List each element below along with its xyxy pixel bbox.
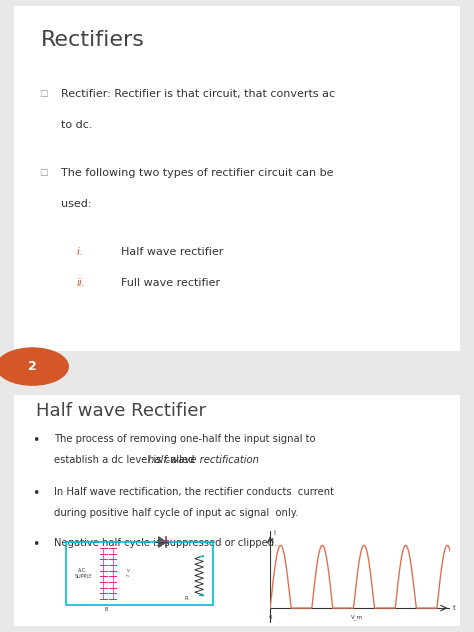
Text: The following two types of rectifier circuit can be: The following two types of rectifier cir… [61, 168, 334, 178]
Text: ii.: ii. [77, 279, 86, 288]
Text: half-wave rectification: half-wave rectification [148, 455, 259, 465]
Text: Half wave Rectifier: Half wave Rectifier [36, 402, 207, 420]
FancyBboxPatch shape [3, 0, 471, 360]
Text: B: B [105, 607, 109, 612]
Text: V_m: V_m [351, 615, 363, 621]
Text: Rectifiers: Rectifiers [41, 30, 145, 51]
Text: 2: 2 [28, 360, 37, 373]
Text: The process of removing one-half the input signal to: The process of removing one-half the inp… [55, 434, 316, 444]
Text: i: i [273, 530, 275, 537]
Text: t: t [453, 605, 456, 611]
Text: V
in: V in [126, 569, 130, 578]
Text: Rectifier: Rectifier is that circuit, that converts ac: Rectifier: Rectifier is that circuit, th… [61, 89, 335, 99]
Text: A.C.
SUPPLY: A.C. SUPPLY [74, 568, 91, 579]
Text: In Half wave rectification, the rectifier conducts  current: In Half wave rectification, the rectifie… [55, 487, 334, 497]
Text: Full wave rectifier: Full wave rectifier [121, 279, 220, 288]
Circle shape [0, 348, 68, 385]
Text: Half wave rectifier: Half wave rectifier [121, 247, 224, 257]
Text: i.: i. [77, 247, 83, 257]
Text: 0: 0 [268, 615, 272, 619]
Text: R: R [185, 596, 189, 601]
Polygon shape [159, 537, 166, 547]
Text: •: • [32, 538, 39, 551]
Text: to dc.: to dc. [61, 120, 92, 130]
FancyBboxPatch shape [3, 389, 471, 631]
Text: □: □ [39, 168, 47, 177]
Text: establish a dc level is called: establish a dc level is called [55, 455, 198, 465]
Text: •: • [32, 434, 39, 447]
Text: Negative half cycle is suppressed or clipped.: Negative half cycle is suppressed or cli… [55, 538, 278, 548]
Text: .: . [218, 455, 221, 465]
Text: during positive half cycle of input ac signal  only.: during positive half cycle of input ac s… [55, 508, 299, 518]
Text: □: □ [39, 89, 47, 98]
Text: used:: used: [61, 199, 91, 209]
Text: •: • [32, 487, 39, 501]
